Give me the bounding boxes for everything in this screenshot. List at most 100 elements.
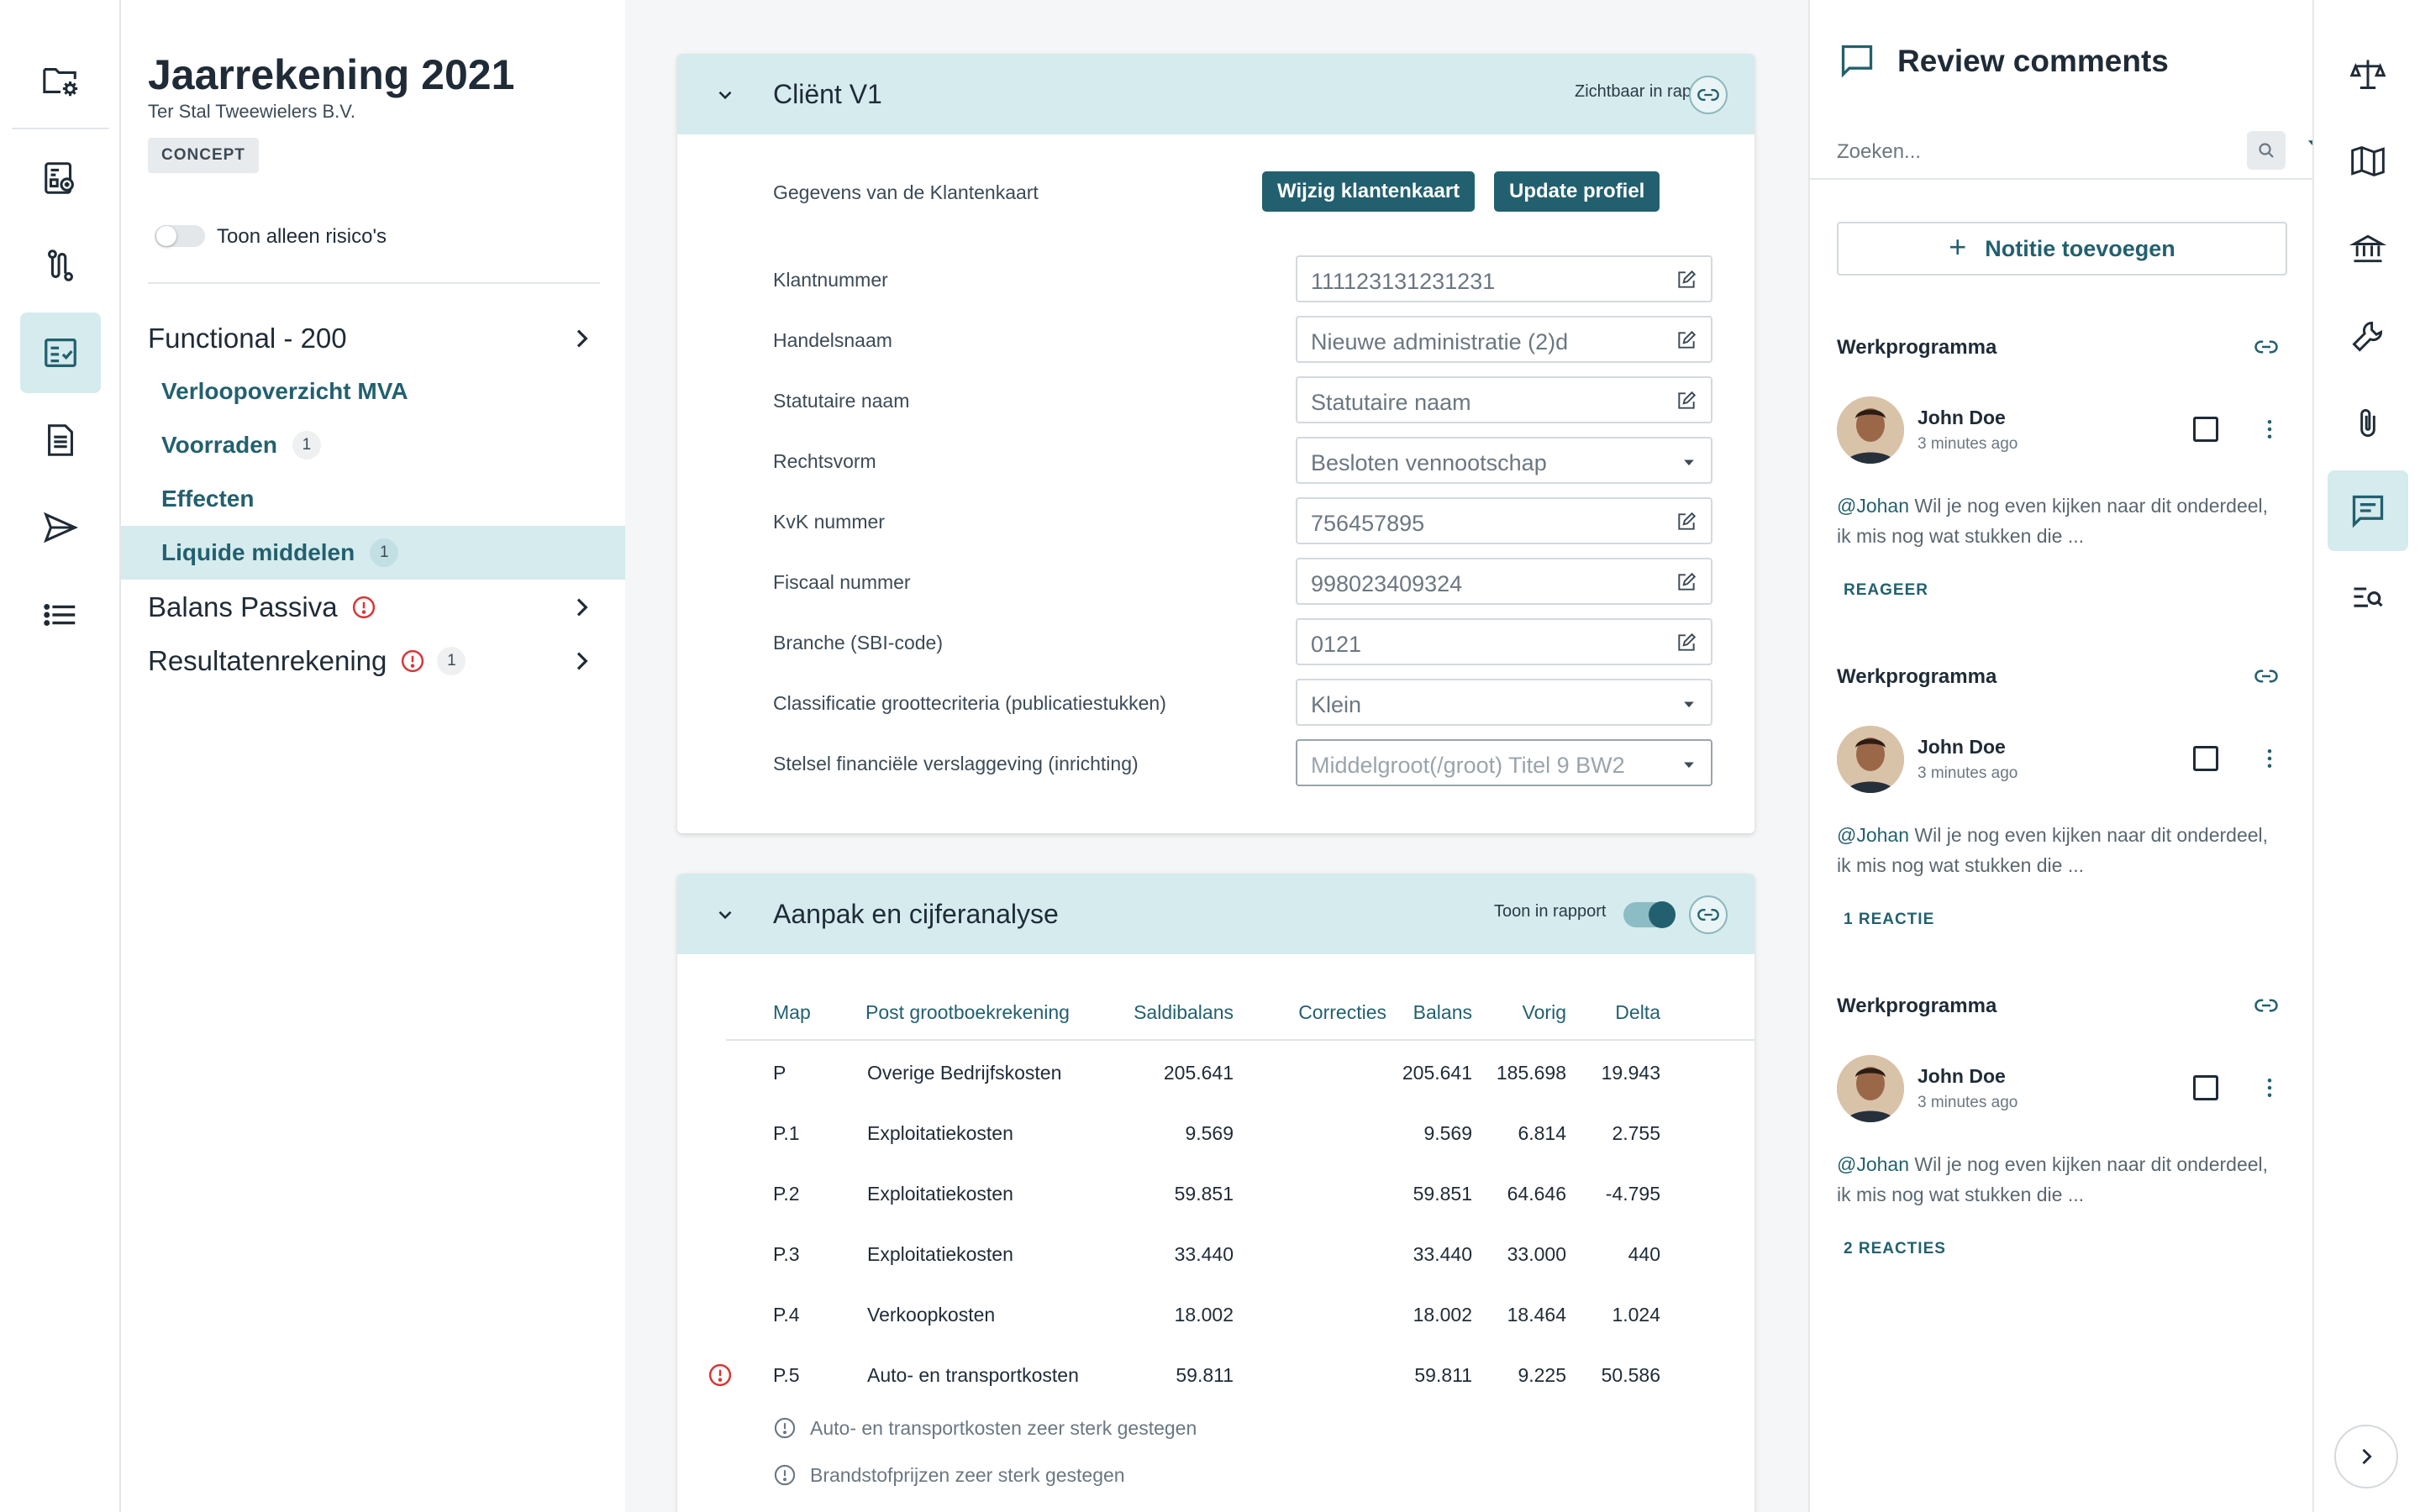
table-cell: 6.814 — [1518, 1122, 1566, 1144]
column-header-delta[interactable]: Delta — [1615, 1001, 1660, 1023]
nav-item-verloopoverzicht[interactable]: Verloopoverzicht MVA — [121, 365, 625, 418]
column-header-post[interactable]: Post grootboekrekening — [865, 1001, 1070, 1023]
nav-item-label: Voorraden — [161, 432, 277, 458]
add-note-button[interactable]: + Notitie toevoegen — [1837, 222, 2287, 276]
more-options-icon[interactable] — [2257, 417, 2282, 442]
edit-icon[interactable] — [1676, 390, 1697, 412]
edit-client-card-button[interactable]: Wijzig klantenkaart — [1262, 171, 1476, 212]
document-icon[interactable] — [20, 400, 101, 480]
nav-section-functional[interactable]: Functional - 200 — [148, 318, 602, 360]
book-icon[interactable] — [2328, 121, 2408, 202]
count-badge: 1 — [292, 431, 321, 459]
search-icon[interactable] — [2247, 131, 2286, 170]
comments-icon[interactable] — [2328, 470, 2408, 551]
fiscaal-nummer-field[interactable]: 998023409324 — [1296, 558, 1712, 605]
field-label: Classificatie groottecriteria (publicati… — [773, 692, 1166, 714]
mention-link[interactable]: @Johan — [1837, 824, 1910, 846]
chevron-down-icon[interactable] — [714, 84, 736, 106]
resolve-checkbox[interactable] — [2193, 1075, 2218, 1100]
field-label: Stelsel financiële verslaggeving (inrich… — [773, 753, 1139, 774]
branche-field[interactable]: 0121 — [1296, 618, 1712, 665]
reply-link[interactable]: 1 REACTIE — [1844, 911, 1935, 928]
resolve-checkbox[interactable] — [2193, 746, 2218, 771]
column-header-map[interactable]: Map — [773, 1001, 811, 1023]
list-icon[interactable] — [20, 575, 101, 655]
edit-icon[interactable] — [1676, 511, 1697, 533]
more-options-icon[interactable] — [2257, 1075, 2282, 1100]
column-header-correcties[interactable]: Correcties — [1298, 1001, 1386, 1023]
client-card-icon[interactable] — [20, 138, 101, 218]
comment-author: John Doe — [1918, 736, 2006, 758]
edit-icon[interactable] — [1676, 571, 1697, 593]
link-icon[interactable] — [1689, 895, 1728, 934]
comment-heading: Werkprogramma — [1837, 336, 1997, 359]
table-cell: 64.646 — [1507, 1183, 1566, 1205]
avatar — [1837, 1055, 1904, 1122]
left-icon-rail — [0, 0, 121, 1512]
statutaire-naam-field[interactable]: Statutaire naam — [1296, 376, 1712, 423]
column-header-saldibalans[interactable]: Saldibalans — [1134, 1001, 1234, 1023]
wrench-icon[interactable] — [2328, 296, 2408, 376]
main-content: Cliënt V1 Zichtbaar in rapport Gegevens … — [625, 0, 1808, 1512]
risk-only-toggle[interactable] — [155, 225, 205, 247]
nav-item-voorraden[interactable]: Voorraden 1 — [121, 418, 625, 472]
reply-link[interactable]: REAGEER — [1844, 581, 1928, 599]
edit-icon[interactable] — [1676, 269, 1697, 291]
classificatie-select[interactable]: Klein — [1296, 679, 1712, 726]
send-icon[interactable] — [20, 487, 101, 568]
warning-icon — [708, 1362, 733, 1388]
handelsnaam-field[interactable]: Nieuwe administratie (2)d — [1296, 316, 1712, 363]
chevron-down-icon[interactable] — [714, 904, 736, 926]
caret-down-icon — [1681, 454, 1697, 470]
note-text: Auto- en transportkosten zeer sterk gest… — [810, 1416, 1197, 1439]
table-divider — [726, 1039, 1754, 1041]
link-icon[interactable] — [2254, 993, 2279, 1018]
client-card-header: Cliënt V1 Zichtbaar in rapport — [677, 54, 1754, 134]
column-header-vorig[interactable]: Vorig — [1522, 1001, 1566, 1023]
folder-settings-icon[interactable] — [20, 40, 101, 121]
search-input[interactable] — [1837, 131, 2215, 173]
paperclip-icon[interactable] — [2328, 383, 2408, 464]
nav-item-effecten[interactable]: Effecten — [121, 472, 625, 526]
table-cell: 19.943 — [1601, 1062, 1660, 1084]
comment-author: John Doe — [1918, 407, 2006, 428]
edit-icon[interactable] — [1676, 632, 1697, 654]
balance-scale-icon[interactable] — [2328, 34, 2408, 114]
klantnummer-field[interactable]: 111123131231231 — [1296, 255, 1712, 302]
workflow-icon[interactable] — [20, 225, 101, 306]
nav-item-liquide-middelen[interactable]: Liquide middelen 1 — [121, 526, 625, 580]
mention-link[interactable]: @Johan — [1837, 495, 1910, 517]
chevron-right-icon[interactable] — [2334, 1425, 2398, 1488]
field-value: Klein — [1311, 692, 1362, 717]
kvk-nummer-field[interactable]: 756457895 — [1296, 497, 1712, 544]
rechtsvorm-select[interactable]: Besloten vennootschap — [1296, 437, 1712, 484]
analysis-note: Brandstofprijzen zeer sterk gestegen — [773, 1463, 1125, 1487]
table-cell: 440 — [1628, 1243, 1660, 1265]
rail-divider — [12, 128, 109, 129]
nav-section-label: Functional - 200 — [148, 323, 347, 354]
checklist-icon[interactable] — [20, 312, 101, 393]
nav-section-resultatenrekening[interactable]: Resultatenrekening 1 — [148, 640, 602, 682]
mention-link[interactable]: @Johan — [1837, 1153, 1910, 1175]
search-list-icon[interactable] — [2328, 558, 2408, 638]
table-cell: Verkoopkosten — [867, 1304, 996, 1326]
link-icon[interactable] — [2254, 334, 2279, 360]
reply-link[interactable]: 2 REACTIES — [1844, 1240, 1946, 1257]
stelsel-select[interactable]: Middelgroot(/groot) Titel 9 BW2 — [1296, 739, 1712, 786]
nav-section-balans-passiva[interactable]: Balans Passiva — [148, 586, 602, 628]
edit-icon[interactable] — [1676, 329, 1697, 351]
table-cell: 18.002 — [1413, 1304, 1472, 1326]
link-icon[interactable] — [2254, 664, 2279, 689]
field-value: Middelgroot(/groot) Titel 9 BW2 — [1311, 753, 1625, 778]
field-value: 0121 — [1311, 632, 1362, 657]
column-header-balans[interactable]: Balans — [1413, 1001, 1472, 1023]
resolve-checkbox[interactable] — [2193, 417, 2218, 442]
update-profile-button[interactable]: Update profiel — [1494, 171, 1660, 212]
show-in-report-toggle[interactable] — [1623, 901, 1676, 928]
more-options-icon[interactable] — [2257, 746, 2282, 771]
right-icon-rail — [2312, 0, 2420, 1512]
link-icon[interactable] — [1689, 76, 1728, 114]
comment-heading: Werkprogramma — [1837, 665, 1997, 688]
comment-body: Wil je nog even kijken naar dit onderdee… — [1837, 824, 2269, 876]
bank-icon[interactable] — [2328, 208, 2408, 289]
